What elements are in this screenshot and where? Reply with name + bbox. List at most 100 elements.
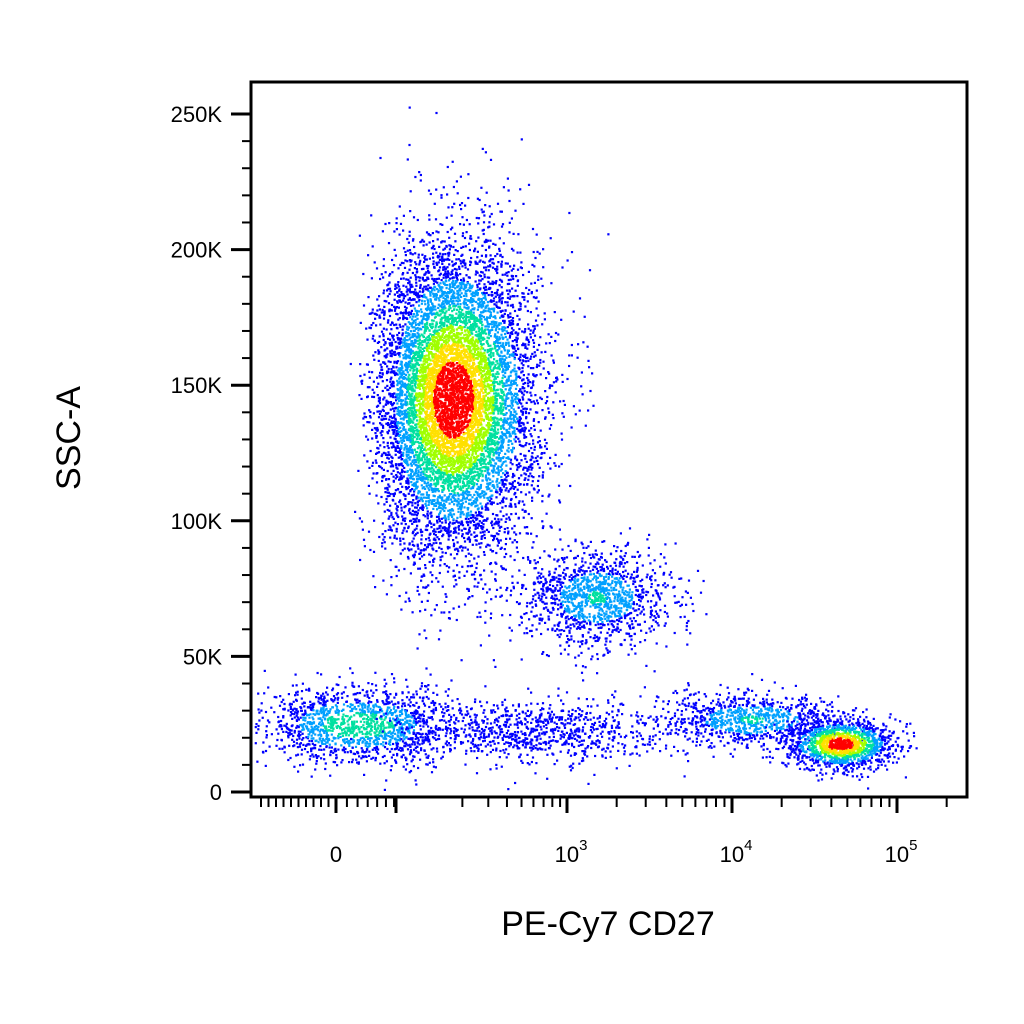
event-dot <box>591 372 594 375</box>
event-dot <box>508 231 511 234</box>
event-dot <box>468 491 471 494</box>
event-dot <box>430 437 434 440</box>
event-dot <box>420 493 423 496</box>
event-dot <box>549 456 552 459</box>
event-dot <box>459 451 462 454</box>
event-dot <box>425 406 428 410</box>
event-dot <box>445 498 448 501</box>
event-dot <box>459 420 462 423</box>
event-dot <box>496 448 499 451</box>
event-dot <box>394 449 398 452</box>
event-dot <box>440 308 444 311</box>
event-dot <box>399 451 402 454</box>
event-dot <box>390 472 393 475</box>
event-dot <box>457 305 460 308</box>
event-dot <box>496 440 499 443</box>
event-dot <box>366 438 370 441</box>
event-dot <box>428 241 431 244</box>
event-dot <box>515 496 518 499</box>
event-dot <box>413 544 416 547</box>
event-dot <box>533 351 536 354</box>
event-dot <box>508 355 511 358</box>
event-dot <box>483 399 486 402</box>
event-dot <box>404 312 408 315</box>
event-dot <box>548 387 551 390</box>
event-dot <box>479 546 482 549</box>
event-dot <box>404 310 408 313</box>
event-dot <box>409 439 413 442</box>
event-dot <box>480 208 483 211</box>
event-dot <box>496 451 499 454</box>
event-dot <box>514 505 517 508</box>
event-dot <box>537 436 540 439</box>
event-dot <box>402 354 405 357</box>
event-dot <box>449 361 452 364</box>
event-dot <box>459 352 462 355</box>
event-dot <box>450 396 453 399</box>
event-dot <box>508 626 511 629</box>
event-dot <box>513 419 516 422</box>
event-dot <box>495 349 498 352</box>
event-dot <box>505 487 508 490</box>
event-dot <box>411 543 414 546</box>
event-dot <box>388 509 391 512</box>
event-dot <box>507 440 510 443</box>
event-dot <box>447 457 450 460</box>
event-dot <box>395 530 398 533</box>
event-dot <box>374 432 377 435</box>
event-dot <box>417 384 420 387</box>
event-dot <box>460 413 463 416</box>
event-dot <box>512 417 515 420</box>
event-dot <box>494 268 498 271</box>
event-dot <box>413 355 416 358</box>
event-dot <box>447 462 450 465</box>
event-dot <box>544 350 547 353</box>
event-dot <box>491 280 494 283</box>
event-dot <box>450 270 453 274</box>
event-dot <box>475 412 479 415</box>
event-dot <box>470 359 473 362</box>
event-dot <box>429 413 432 416</box>
event-dot <box>452 398 455 401</box>
event-dot <box>460 320 463 324</box>
event-dot <box>366 421 369 424</box>
event-dot <box>509 353 512 356</box>
event-dot <box>390 394 393 397</box>
event-dot <box>524 454 527 457</box>
event-dot <box>533 334 537 337</box>
event-dot <box>534 411 538 414</box>
event-dot <box>545 342 548 345</box>
event-dot <box>452 276 455 279</box>
event-dot <box>432 542 435 545</box>
event-dot <box>479 361 482 364</box>
event-dot <box>448 352 451 355</box>
event-dot <box>434 418 437 421</box>
event-dot <box>462 453 465 456</box>
event-dot <box>372 550 376 553</box>
event-dot <box>456 250 459 253</box>
event-dot <box>398 449 401 452</box>
event-dot <box>539 429 542 432</box>
event-dot <box>473 570 477 573</box>
event-dot <box>544 445 547 448</box>
event-dot <box>448 401 451 404</box>
event-dot <box>401 399 405 402</box>
event-dot <box>514 289 517 292</box>
event-dot <box>406 383 409 387</box>
event-dot <box>400 509 403 512</box>
event-dot <box>508 221 511 224</box>
event-dot <box>478 488 481 491</box>
event-dot <box>499 344 503 347</box>
event-dot <box>374 312 377 316</box>
event-dot <box>480 186 483 189</box>
event-dot <box>455 180 458 183</box>
event-dot <box>548 427 551 430</box>
event-dot <box>424 426 427 429</box>
event-dot <box>477 426 480 429</box>
event-dot <box>368 376 371 379</box>
event-dot <box>463 449 466 452</box>
event-dot <box>541 323 544 326</box>
event-dot <box>518 327 521 331</box>
event-dot <box>538 252 541 255</box>
event-dot <box>450 459 453 462</box>
